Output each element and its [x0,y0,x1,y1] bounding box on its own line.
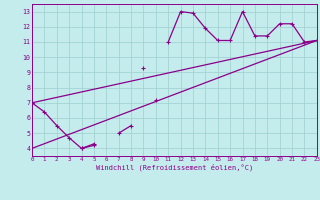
X-axis label: Windchill (Refroidissement éolien,°C): Windchill (Refroidissement éolien,°C) [96,164,253,171]
